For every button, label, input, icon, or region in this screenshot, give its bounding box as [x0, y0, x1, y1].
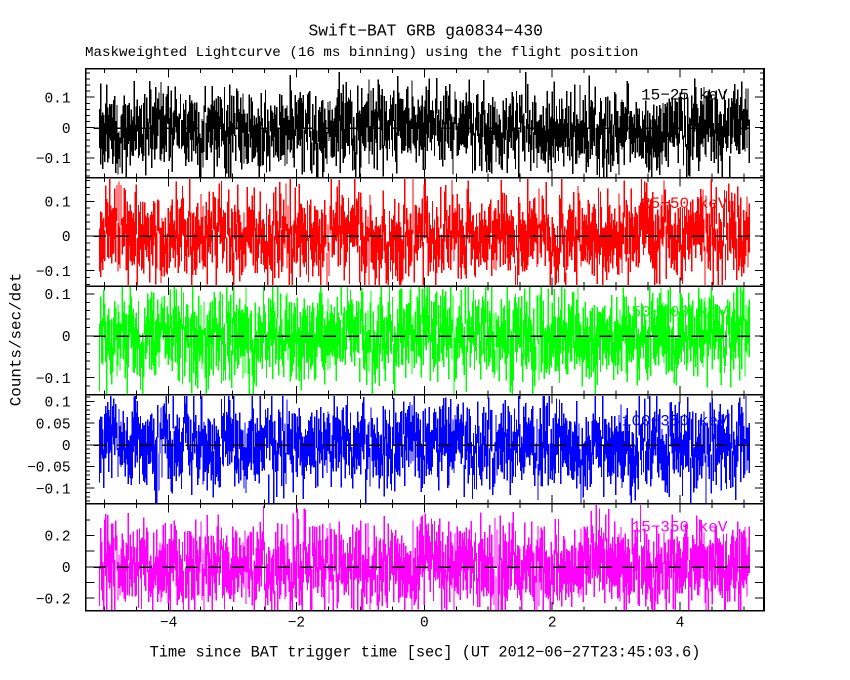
svg-text:Swift−BAT GRB ga0834−430: Swift−BAT GRB ga0834−430 [308, 22, 543, 41]
svg-text:−4: −4 [160, 616, 177, 632]
svg-text:0.1: 0.1 [44, 288, 70, 304]
svg-text:0: 0 [62, 230, 71, 246]
svg-text:−0.1: −0.1 [36, 265, 71, 281]
svg-text:Time since BAT trigger time [s: Time since BAT trigger time [sec] (UT 20… [150, 644, 701, 662]
svg-text:Counts/sec/det: Counts/sec/det [8, 273, 26, 407]
svg-text:0: 0 [62, 330, 71, 346]
svg-text:0.1: 0.1 [44, 196, 70, 212]
svg-text:0: 0 [62, 561, 71, 577]
svg-text:2: 2 [548, 616, 557, 632]
svg-text:−0.05: −0.05 [27, 461, 71, 477]
svg-text:15−350 keV: 15−350 keV [631, 519, 727, 537]
svg-text:0: 0 [420, 616, 429, 632]
svg-text:0.1: 0.1 [44, 91, 70, 107]
svg-text:−0.1: −0.1 [36, 482, 71, 498]
svg-text:Maskweighted Lightcurve (16 ms: Maskweighted Lightcurve (16 ms binning) … [85, 45, 638, 61]
svg-text:−2: −2 [288, 616, 305, 632]
svg-text:0.05: 0.05 [36, 417, 71, 433]
svg-text:−0.1: −0.1 [36, 152, 71, 168]
svg-text:0.2: 0.2 [44, 530, 70, 546]
svg-text:0: 0 [62, 439, 71, 455]
svg-text:−0.2: −0.2 [36, 592, 71, 608]
svg-text:4: 4 [676, 616, 685, 632]
svg-text:0.1: 0.1 [44, 396, 70, 412]
svg-text:0: 0 [62, 122, 71, 138]
svg-text:−0.1: −0.1 [36, 372, 71, 388]
